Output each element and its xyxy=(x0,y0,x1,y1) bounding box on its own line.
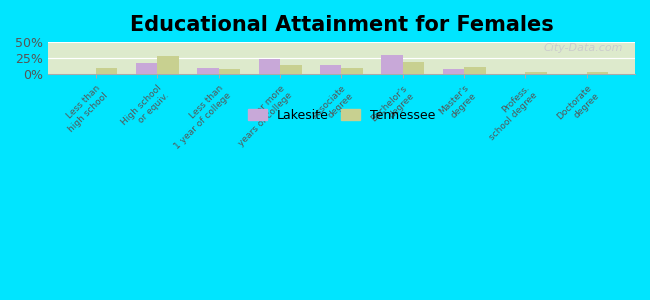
Legend: Lakesite, Tennessee: Lakesite, Tennessee xyxy=(243,104,440,127)
Bar xyxy=(382,55,403,74)
Bar xyxy=(259,59,280,74)
Text: City-Data.com: City-Data.com xyxy=(544,43,623,53)
Bar xyxy=(219,69,240,74)
Bar xyxy=(320,65,341,74)
Bar xyxy=(403,61,424,74)
Bar xyxy=(197,68,219,74)
Bar xyxy=(157,56,179,74)
Bar xyxy=(341,68,363,74)
Bar xyxy=(136,63,157,74)
Bar xyxy=(96,68,118,74)
Bar xyxy=(525,73,547,74)
Title: Educational Attainment for Females: Educational Attainment for Females xyxy=(129,15,553,35)
Bar xyxy=(587,73,608,74)
Bar xyxy=(443,69,464,74)
Bar xyxy=(280,65,302,74)
Bar xyxy=(464,67,486,74)
